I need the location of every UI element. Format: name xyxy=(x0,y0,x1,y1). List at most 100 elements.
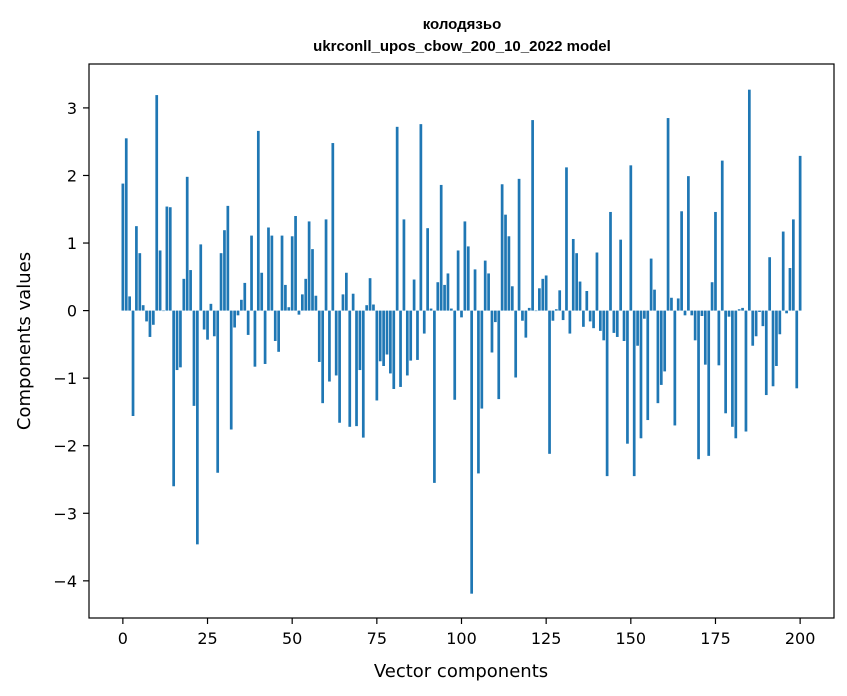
bar-27 xyxy=(212,310,216,337)
bar-72 xyxy=(365,305,369,311)
y-tick-label: −2 xyxy=(53,437,77,456)
bar-153 xyxy=(639,310,643,439)
bar-89 xyxy=(422,310,426,334)
bar-66 xyxy=(345,272,348,311)
bar-185 xyxy=(747,89,751,311)
bar-76 xyxy=(378,310,382,362)
bar-146 xyxy=(615,310,619,337)
bar-75 xyxy=(375,310,379,401)
bar-35 xyxy=(240,299,243,311)
bar-22 xyxy=(196,310,199,545)
bar-51 xyxy=(294,216,297,311)
bar-170 xyxy=(697,310,700,460)
y-tick-label: 2 xyxy=(67,166,77,185)
bar-124 xyxy=(541,278,545,311)
bar-139 xyxy=(592,310,595,329)
bar-81 xyxy=(395,126,399,311)
bar-195 xyxy=(781,231,785,311)
bar-134 xyxy=(575,253,578,311)
x-tick-label: 50 xyxy=(282,629,302,648)
bar-1 xyxy=(124,138,128,311)
bar-63 xyxy=(334,310,338,376)
x-tick-label: 0 xyxy=(118,629,128,648)
bar-133 xyxy=(571,238,575,311)
bar-58 xyxy=(317,310,321,362)
bar-174 xyxy=(710,282,714,311)
bar-96 xyxy=(446,273,450,311)
bar-198 xyxy=(792,219,795,311)
chart-title-line1: колодязьо xyxy=(423,16,502,33)
bar-108 xyxy=(487,273,490,311)
bar-188 xyxy=(758,310,761,312)
bar-166 xyxy=(683,310,687,316)
x-axis-ticks: 0 25 50 75 100 125 150 175 200 xyxy=(118,618,816,648)
bar-57 xyxy=(314,295,318,311)
bar-16 xyxy=(175,310,179,371)
bar-6 xyxy=(141,305,145,311)
bar-172 xyxy=(703,310,707,365)
bar-200 xyxy=(798,155,802,311)
bar-136 xyxy=(582,310,585,327)
y-tick-label: −4 xyxy=(53,572,77,591)
bar-83 xyxy=(402,219,406,311)
x-tick-label: 175 xyxy=(700,629,731,648)
bar-180 xyxy=(731,310,734,427)
bar-88 xyxy=(419,124,423,311)
bar-54 xyxy=(304,278,308,311)
bar-32 xyxy=(229,310,233,430)
bar-199 xyxy=(795,310,799,389)
bar-184 xyxy=(744,310,748,432)
y-tick-label: 0 xyxy=(67,302,77,321)
bar-71 xyxy=(361,310,365,438)
bar-36 xyxy=(243,282,247,311)
bar-69 xyxy=(355,310,358,427)
bar-190 xyxy=(764,310,768,396)
bar-19 xyxy=(185,176,189,311)
bar-64 xyxy=(338,310,341,423)
bar-164 xyxy=(676,298,680,311)
bar-120 xyxy=(527,307,531,311)
bar-193 xyxy=(775,310,778,366)
bar-43 xyxy=(267,227,270,311)
bar-117 xyxy=(517,178,521,311)
bar-111 xyxy=(497,310,501,400)
bar-48 xyxy=(284,284,287,311)
bar-61 xyxy=(328,310,331,382)
bar-99 xyxy=(456,250,460,311)
bar-38 xyxy=(250,235,253,311)
bar-196 xyxy=(785,310,788,314)
bar-178 xyxy=(724,310,727,414)
bar-94 xyxy=(439,184,443,311)
bar-128 xyxy=(554,309,558,311)
bar-122 xyxy=(534,310,538,312)
bar-112 xyxy=(500,184,504,311)
bar-110 xyxy=(494,310,497,323)
x-tick-label: 200 xyxy=(785,629,816,648)
bar-41 xyxy=(260,272,264,311)
bar-182 xyxy=(737,309,741,311)
bar-109 xyxy=(490,310,494,353)
y-axis-label: Components values xyxy=(14,252,35,430)
bar-82 xyxy=(399,310,402,387)
bar-141 xyxy=(598,310,602,331)
bar-25 xyxy=(206,310,209,340)
bar-62 xyxy=(331,143,335,311)
bar-24 xyxy=(202,310,206,330)
bar-21 xyxy=(192,310,196,406)
bar-119 xyxy=(524,310,528,338)
y-tick-label: −1 xyxy=(53,369,77,388)
bar-102 xyxy=(466,246,470,311)
bar-55 xyxy=(307,221,311,311)
bar-121 xyxy=(531,120,534,311)
bar-179 xyxy=(727,310,731,317)
bar-42 xyxy=(263,310,267,364)
bar-148 xyxy=(622,310,626,341)
bar-145 xyxy=(612,310,616,333)
bar-40 xyxy=(256,130,260,311)
bar-181 xyxy=(734,310,738,439)
bar-65 xyxy=(341,294,345,311)
bar-39 xyxy=(253,310,257,367)
bar-105 xyxy=(477,310,480,474)
bar-37 xyxy=(246,310,250,335)
